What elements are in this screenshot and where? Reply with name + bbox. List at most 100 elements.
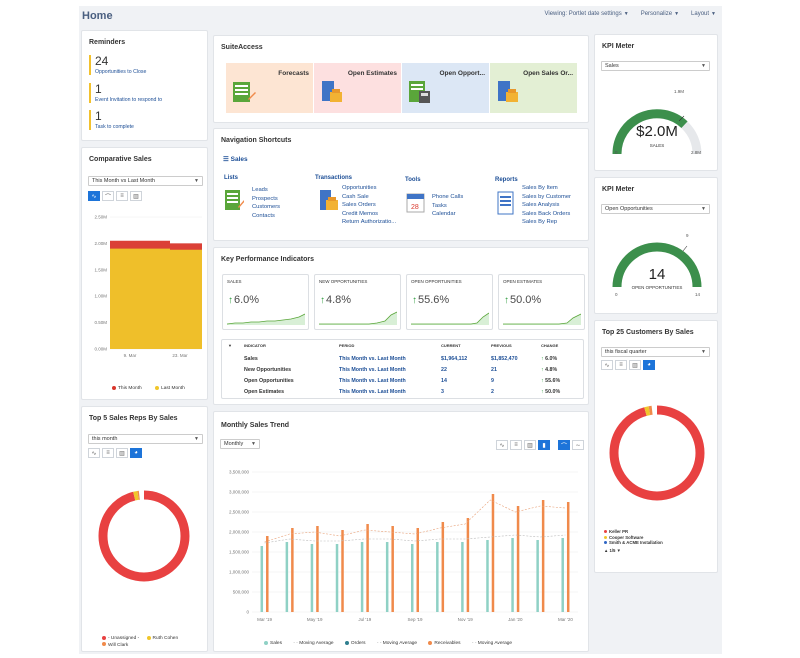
- y-tick-label: 0.50M: [94, 320, 107, 325]
- kpi-box-new-opportunities[interactable]: NEW OPPORTUNITIES ↑4.8%: [314, 274, 401, 330]
- navigation-shortcuts-portlet: Navigation Shortcuts ☰ Sales Lists Leads…: [213, 128, 589, 241]
- arrow-up-icon: ↑: [412, 295, 417, 306]
- horizontal-bar-icon[interactable]: ≡: [615, 360, 627, 370]
- legend-item[interactable]: Receivables: [428, 641, 461, 646]
- kpi-box-open-estimates[interactable]: OPEN ESTIMATES ↑50.0%: [498, 274, 585, 330]
- pie-chart-icon[interactable]: ◕: [643, 360, 655, 370]
- kpi-box-open-opportunities[interactable]: OPEN OPPORTUNITIES ↑55.6%: [406, 274, 493, 330]
- nav-link[interactable]: Sales by Customer: [522, 193, 571, 200]
- nav-link[interactable]: Sales By Rep: [522, 219, 558, 225]
- kpi-box-sales[interactable]: SALES ↑6.0%: [222, 274, 309, 330]
- kpi-select[interactable]: Open Opportunities ▼: [601, 204, 710, 214]
- x-tick-label: Jul '19: [358, 617, 371, 622]
- pie-chart-icon[interactable]: ◕: [130, 448, 142, 458]
- chart-legend: Sales - - Moving Average Orders - - Movi…: [264, 641, 512, 646]
- legend-item[interactable]: Ruth Cohen: [146, 636, 178, 641]
- tile-open-sales-orders[interactable]: Open Sales Or...: [490, 63, 577, 113]
- reminder-item[interactable]: 1 Event Invitation to respond to: [89, 83, 162, 103]
- period-select[interactable]: this month ▼: [88, 434, 203, 444]
- monthly-sales-trend-portlet: Monthly Sales Trend Monthly ▼ ∿ ≡ ▥ ▮ ⌒ ∼…: [213, 411, 589, 652]
- arrow-up-icon: ↑: [504, 295, 509, 306]
- legend-item[interactable]: - Unassigned -: [102, 636, 139, 641]
- spline-icon[interactable]: ∼: [572, 440, 584, 450]
- opportunity-icon: [409, 81, 430, 103]
- column-chart-icon[interactable]: ▥: [524, 440, 536, 450]
- group-heading-transactions: Transactions: [315, 175, 353, 181]
- collapse-icon[interactable]: ▼: [228, 343, 232, 348]
- nav-link[interactable]: Calendar: [432, 211, 456, 217]
- donut-slice: [609, 405, 705, 501]
- reminder-item[interactable]: 24 Opportunities to Close: [89, 55, 146, 75]
- chevron-down-icon: ▼: [194, 178, 199, 184]
- nav-link[interactable]: Contacts: [252, 212, 275, 219]
- tile-open-estimates[interactable]: Open Estimates: [314, 63, 401, 113]
- nav-link[interactable]: Cash Sale: [342, 193, 369, 200]
- legend-item[interactable]: Smith & ACME Installation: [604, 540, 663, 546]
- nav-link[interactable]: Tasks: [432, 202, 447, 209]
- legend-item[interactable]: Will Clark: [102, 642, 128, 648]
- legend-item[interactable]: Sales: [264, 641, 282, 646]
- line-chart-icon[interactable]: ∿: [601, 360, 613, 370]
- nav-link[interactable]: Sales Orders: [342, 202, 376, 208]
- receivables-moving-average: [264, 499, 566, 543]
- receivables-bar: [541, 500, 545, 612]
- nav-link[interactable]: Leads: [252, 187, 268, 193]
- frequency-select[interactable]: Monthly ▼: [220, 439, 260, 449]
- sparkline: [227, 313, 305, 325]
- nav-link[interactable]: Return Authorizatio...: [342, 219, 397, 225]
- legend-item[interactable]: - - Moving Average: [471, 641, 513, 647]
- line-chart-icon[interactable]: ⌒: [102, 191, 114, 201]
- page-title: Home: [82, 10, 113, 22]
- legend-item[interactable]: - - Moving Average: [376, 641, 418, 647]
- bar-chart-icon[interactable]: ▮: [538, 440, 550, 450]
- sales-bar: [536, 540, 539, 612]
- y-tick-label: 1,500,000: [229, 550, 250, 555]
- nav-link[interactable]: Credit Memos: [342, 210, 379, 217]
- layout-menu[interactable]: Layout ▼: [691, 11, 716, 17]
- line-chart-icon[interactable]: ∿: [88, 448, 100, 458]
- area-chart-icon[interactable]: ∿: [496, 440, 508, 450]
- nav-link[interactable]: Sales Analysis: [522, 202, 560, 208]
- bar-chart-icon[interactable]: ▥: [116, 448, 128, 458]
- viewing-menu[interactable]: Viewing: Portlet date settings ▼: [544, 11, 629, 17]
- y-tick-label: 2,000,000: [229, 530, 250, 535]
- reminders-title: Reminders: [89, 39, 126, 46]
- reminder-item[interactable]: 1 Task to complete: [89, 110, 134, 130]
- legend-item[interactable]: - - Moving Average: [293, 641, 334, 647]
- legend-item[interactable]: This Month: [112, 386, 142, 391]
- group-heading-reports: Reports: [495, 177, 518, 183]
- legend-item[interactable]: Keller PR: [604, 529, 663, 535]
- horizontal-bar-icon[interactable]: ≡: [102, 448, 114, 458]
- nav-link[interactable]: Phone Calls: [432, 194, 464, 200]
- x-tick-label: 23. Mar: [172, 353, 188, 358]
- nav-link[interactable]: Prospects: [252, 195, 278, 202]
- nav-link[interactable]: Sales By Item: [522, 185, 558, 191]
- nav-link[interactable]: Customers: [252, 204, 281, 210]
- area-chart-icon[interactable]: ∿: [88, 191, 100, 201]
- chevron-up-icon[interactable]: ▲: [604, 547, 609, 553]
- nav-link[interactable]: Sales Back Orders: [522, 210, 571, 217]
- personalize-menu[interactable]: Personalize ▼: [640, 11, 680, 17]
- legend-pager[interactable]: ▲ 1/5 ▼: [604, 547, 621, 553]
- bar-chart-icon[interactable]: ▥: [629, 360, 641, 370]
- tile-open-opportunities[interactable]: Open Opport...: [402, 63, 489, 113]
- receivables-bar: [316, 526, 319, 612]
- chevron-down-icon[interactable]: ▼: [616, 547, 621, 553]
- chart-legend: This Month Last Month: [112, 386, 185, 391]
- horizontal-bar-icon[interactable]: ≡: [510, 440, 522, 450]
- chevron-down-icon: ▼: [623, 11, 629, 17]
- legend-item[interactable]: Orders: [344, 641, 366, 646]
- tile-forecasts[interactable]: Forecasts: [226, 63, 313, 113]
- y-tick-label: 0: [246, 610, 249, 615]
- trend-line-icon[interactable]: ⌒: [558, 440, 570, 450]
- kpi-select[interactable]: Sales ▼: [601, 61, 710, 71]
- period-select[interactable]: this fiscal quarter ▼: [601, 347, 710, 357]
- nav-link[interactable]: Opportunities: [342, 185, 377, 191]
- bar-chart-icon[interactable]: ▥: [130, 191, 142, 201]
- calendar-icon: 28: [406, 193, 425, 213]
- legend-item[interactable]: Last Month: [155, 386, 185, 391]
- legend-item[interactable]: Cooper Software: [604, 535, 663, 541]
- portlet-title: KPI Meter: [602, 186, 635, 193]
- period-select[interactable]: This Month vs Last Month ▼: [88, 176, 203, 186]
- horizontal-bar-icon[interactable]: ≡: [116, 191, 128, 201]
